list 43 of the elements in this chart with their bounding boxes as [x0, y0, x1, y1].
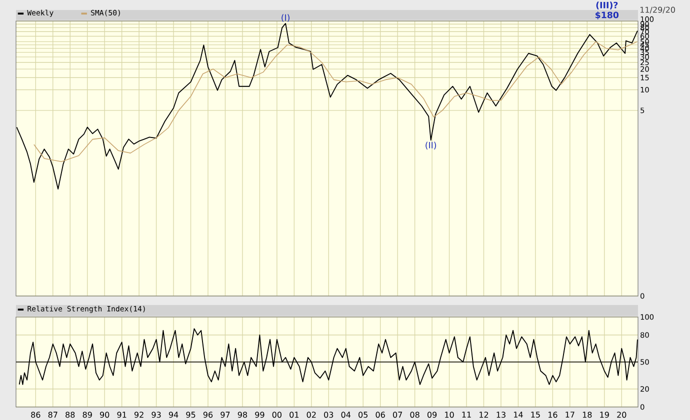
x-tick-label: 13	[496, 412, 506, 418]
x-tick-label: 18	[582, 412, 592, 418]
x-tick-label: 99	[255, 412, 264, 418]
x-tick-label: 14	[514, 412, 523, 418]
x-tick-label: 09	[427, 412, 437, 418]
x-tick-label: 94	[168, 412, 178, 418]
x-tick-label: 05	[358, 412, 368, 418]
x-tick-label: 17	[566, 412, 574, 418]
x-tick-label: 97	[220, 412, 230, 418]
x-tick-label: 01	[290, 412, 299, 418]
line-series	[16, 23, 638, 190]
x-tick-label: 93	[152, 412, 161, 418]
x-tick-label: 15	[531, 412, 540, 418]
x-tick-label: 90	[100, 412, 110, 418]
x-tick-label: 07	[393, 412, 402, 418]
x-tick-label: 87	[48, 412, 58, 418]
x-tick-label: 20	[617, 412, 626, 418]
x-tick-label: 89	[82, 412, 92, 418]
x-tick-label: 04	[341, 412, 351, 418]
annotation: (I)	[282, 14, 290, 22]
x-tick-label: 98	[238, 412, 247, 418]
x-tick-label: 88	[66, 412, 75, 418]
x-tick-label: 92	[134, 412, 144, 418]
x-tick-label: 08	[410, 412, 420, 418]
x-tick-label: 00	[272, 412, 282, 418]
x-tick-label: 86	[31, 412, 40, 418]
x-tick-label: 10	[445, 412, 454, 418]
x-tick-label: 96	[203, 412, 213, 418]
x-tick-label: 06	[376, 412, 385, 418]
x-tick-label: 03	[324, 412, 334, 418]
x-tick-label: 12	[480, 412, 488, 418]
line-series	[18, 328, 638, 385]
x-tick-label: 11	[462, 412, 471, 418]
x-tick-label: 16	[548, 412, 558, 418]
annotation: (II)	[426, 142, 436, 150]
text: (III)?	[596, 2, 618, 10]
x-tick-label: 91	[117, 412, 126, 418]
text: 11/29/20	[640, 6, 675, 14]
text: $180	[596, 12, 619, 20]
x-tick-label: 95	[186, 412, 196, 418]
x-tick-label: 02	[306, 412, 316, 418]
line-series	[34, 41, 638, 162]
x-tick-label: 19	[600, 412, 609, 418]
